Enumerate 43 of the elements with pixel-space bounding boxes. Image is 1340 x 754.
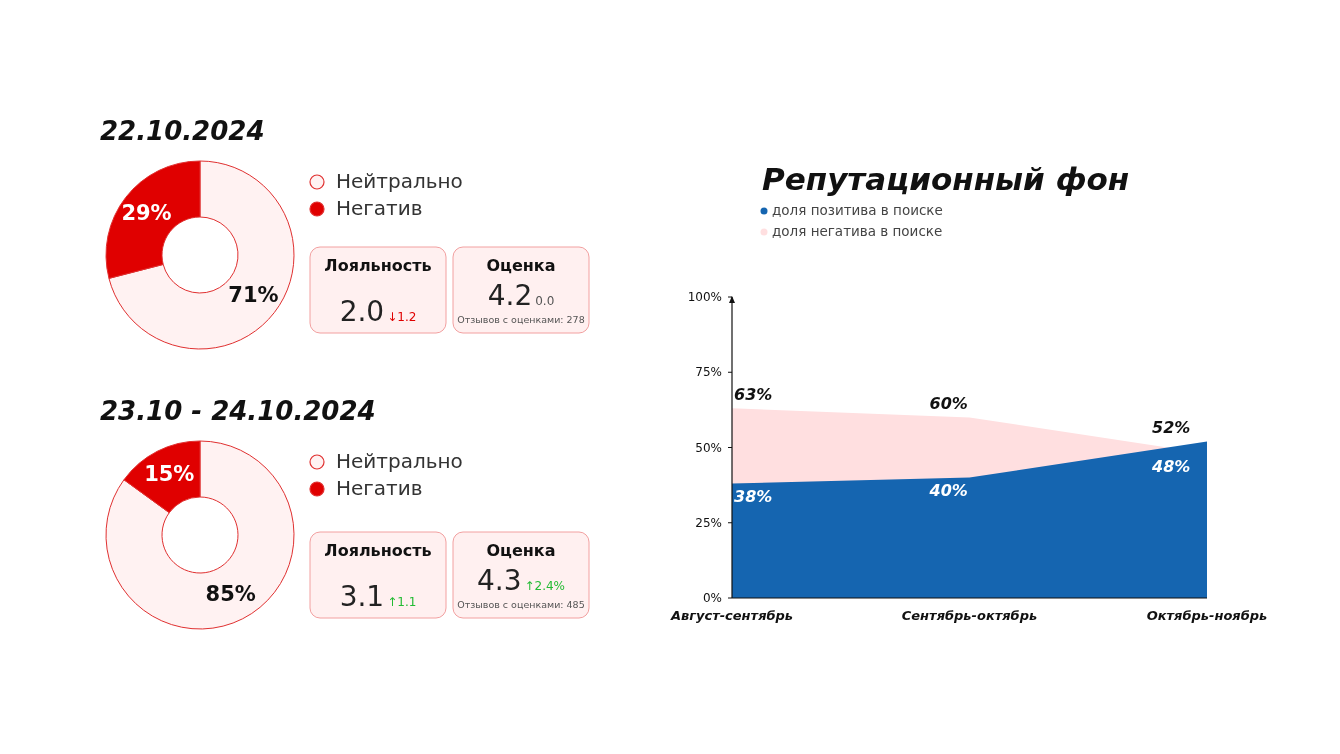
x-tick-label: Август-сентябрь (669, 608, 794, 623)
y-tick-label: 50% (695, 440, 722, 455)
donut-slice (105, 440, 295, 630)
text: Оценка (486, 256, 556, 275)
legend-label: Негатив (336, 475, 423, 500)
data-label: 52% (1152, 418, 1191, 438)
text: Отзывов с оценками: 278 (457, 314, 585, 325)
data-label: 15% (144, 461, 195, 486)
data-label: 60% (929, 394, 968, 414)
text: ↓1.2 (387, 310, 417, 324)
data-label: 40% (928, 480, 968, 500)
text: 2.0 (339, 295, 385, 328)
legend-label: Нейтрально (336, 168, 463, 193)
data-label: 71% (228, 283, 279, 308)
text: Отзывов с оценками: 485 (457, 599, 585, 610)
data-label: 29% (121, 200, 172, 225)
text: 4.3 (476, 564, 522, 597)
x-tick-label: Октябрь-ноябрь (1146, 608, 1268, 623)
donut-slice (108, 160, 295, 350)
text: Лояльность (324, 541, 432, 560)
text: 3.1 (339, 580, 385, 613)
legend-label: доля негатива в поиске (772, 223, 943, 239)
y-tick-label: 75% (695, 365, 722, 380)
text: ↑2.4% (524, 579, 566, 593)
text: ↑1.1 (387, 595, 417, 609)
y-tick-label: 100% (687, 290, 722, 305)
legend-label: доля позитива в поиске (772, 202, 943, 218)
chart-title: 22.10.2024 (100, 116, 265, 146)
text: Лояльность (324, 256, 432, 275)
legend-label: Нейтрально (336, 448, 463, 473)
text: Оценка (486, 541, 556, 560)
data-label: 38% (734, 486, 773, 506)
chart-title: 23.10 - 24.10.2024 (100, 396, 376, 426)
x-tick-label: Сентябрь-октябрь (901, 608, 1038, 623)
data-label: 85% (205, 582, 256, 607)
text: 4.2 (487, 279, 533, 312)
data-label: 63% (734, 385, 773, 405)
legend-label: Негатив (336, 195, 423, 220)
y-tick-label: 25% (695, 515, 722, 530)
data-label: 48% (1151, 456, 1191, 476)
y-tick-label: 0% (702, 591, 722, 606)
text: 0.0 (535, 294, 555, 308)
chart-title: Репутационный фон (762, 161, 1130, 197)
